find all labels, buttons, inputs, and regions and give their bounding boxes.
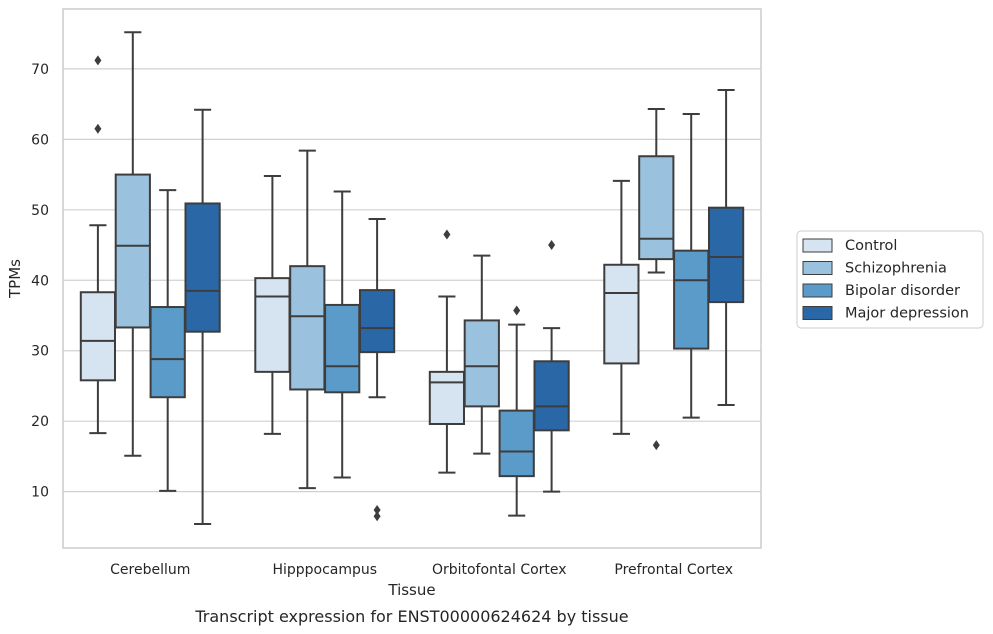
legend-swatch	[802, 283, 833, 298]
legend-swatch	[802, 238, 833, 253]
box-bipolar-disorder	[498, 305, 535, 517]
box-schizophrenia	[638, 108, 675, 451]
box-bipolar-disorder	[673, 112, 710, 419]
legend-box	[796, 230, 984, 329]
box-control	[603, 179, 640, 435]
outlier-point	[94, 123, 102, 134]
box-body	[673, 249, 710, 350]
box-body	[324, 303, 361, 394]
legend-label: Bipolar disorder	[845, 283, 960, 299]
y-tick-label: 70	[31, 62, 49, 78]
box-body	[603, 263, 640, 365]
box-body	[498, 409, 535, 478]
legend-swatch	[802, 306, 833, 320]
x-tick-label: Orbitofontal Cortex	[432, 562, 567, 578]
box-body	[533, 360, 570, 432]
box-bipolar-disorder	[324, 190, 361, 479]
box-body	[428, 370, 466, 425]
y-tick-label: 10	[31, 485, 49, 501]
legend-swatch	[802, 261, 833, 275]
box-control	[428, 229, 466, 474]
y-tick-label: 30	[31, 344, 49, 360]
y-tick-label: 20	[31, 414, 49, 430]
outlier-point	[652, 440, 660, 451]
box-major-depression	[184, 108, 221, 526]
outlier-point	[373, 511, 381, 522]
outlier-point	[513, 305, 521, 316]
x-axis-label: Tissue	[387, 581, 435, 599]
outlier-point	[443, 229, 451, 240]
box-schizophrenia	[463, 254, 500, 455]
y-tick-label: 60	[31, 132, 49, 148]
box-body	[463, 319, 500, 408]
box-body	[638, 155, 675, 261]
box-schizophrenia	[114, 31, 151, 457]
legend-label: Schizophrenia	[845, 261, 947, 277]
box-body	[149, 306, 186, 399]
box-body	[184, 202, 221, 333]
y-axis-label: TPMs	[6, 259, 24, 299]
box-major-depression	[358, 217, 396, 522]
y-tick-label: 50	[31, 203, 49, 219]
box-bipolar-disorder	[149, 189, 186, 492]
legend-label: Major depression	[845, 306, 969, 322]
box-body	[254, 277, 291, 373]
box-major-depression	[707, 89, 745, 406]
legend: Control Schizophrenia Bipolar disorder Majo…	[796, 230, 984, 329]
box-body	[79, 291, 117, 382]
legend-label: Control	[845, 238, 897, 254]
outlier-point	[548, 240, 556, 251]
x-axis-ticks: Cerebellum Hipppocampus Orbitofontal Corte…	[110, 562, 733, 578]
box-body	[289, 265, 326, 391]
box-schizophrenia	[289, 149, 326, 490]
box-body	[707, 206, 745, 304]
box-body	[358, 289, 396, 354]
box-major-depression	[533, 240, 570, 493]
outlier-point	[373, 504, 381, 515]
y-tick-label: 40	[31, 273, 49, 289]
chart-caption: Transcript expression for ENST0000062462…	[194, 607, 628, 626]
x-tick-label: Hipppocampus	[272, 562, 377, 578]
box-body	[114, 173, 151, 329]
y-axis-ticks: 10 20 30 40 50 60 70	[31, 62, 49, 501]
box-series-group	[79, 31, 745, 526]
outlier-point	[94, 55, 102, 66]
plot-area-frame	[62, 8, 762, 549]
box-control	[79, 55, 117, 435]
box-control	[254, 174, 291, 435]
x-tick-label: Cerebellum	[110, 562, 190, 578]
x-tick-label: Prefrontal Cortex	[614, 562, 733, 578]
